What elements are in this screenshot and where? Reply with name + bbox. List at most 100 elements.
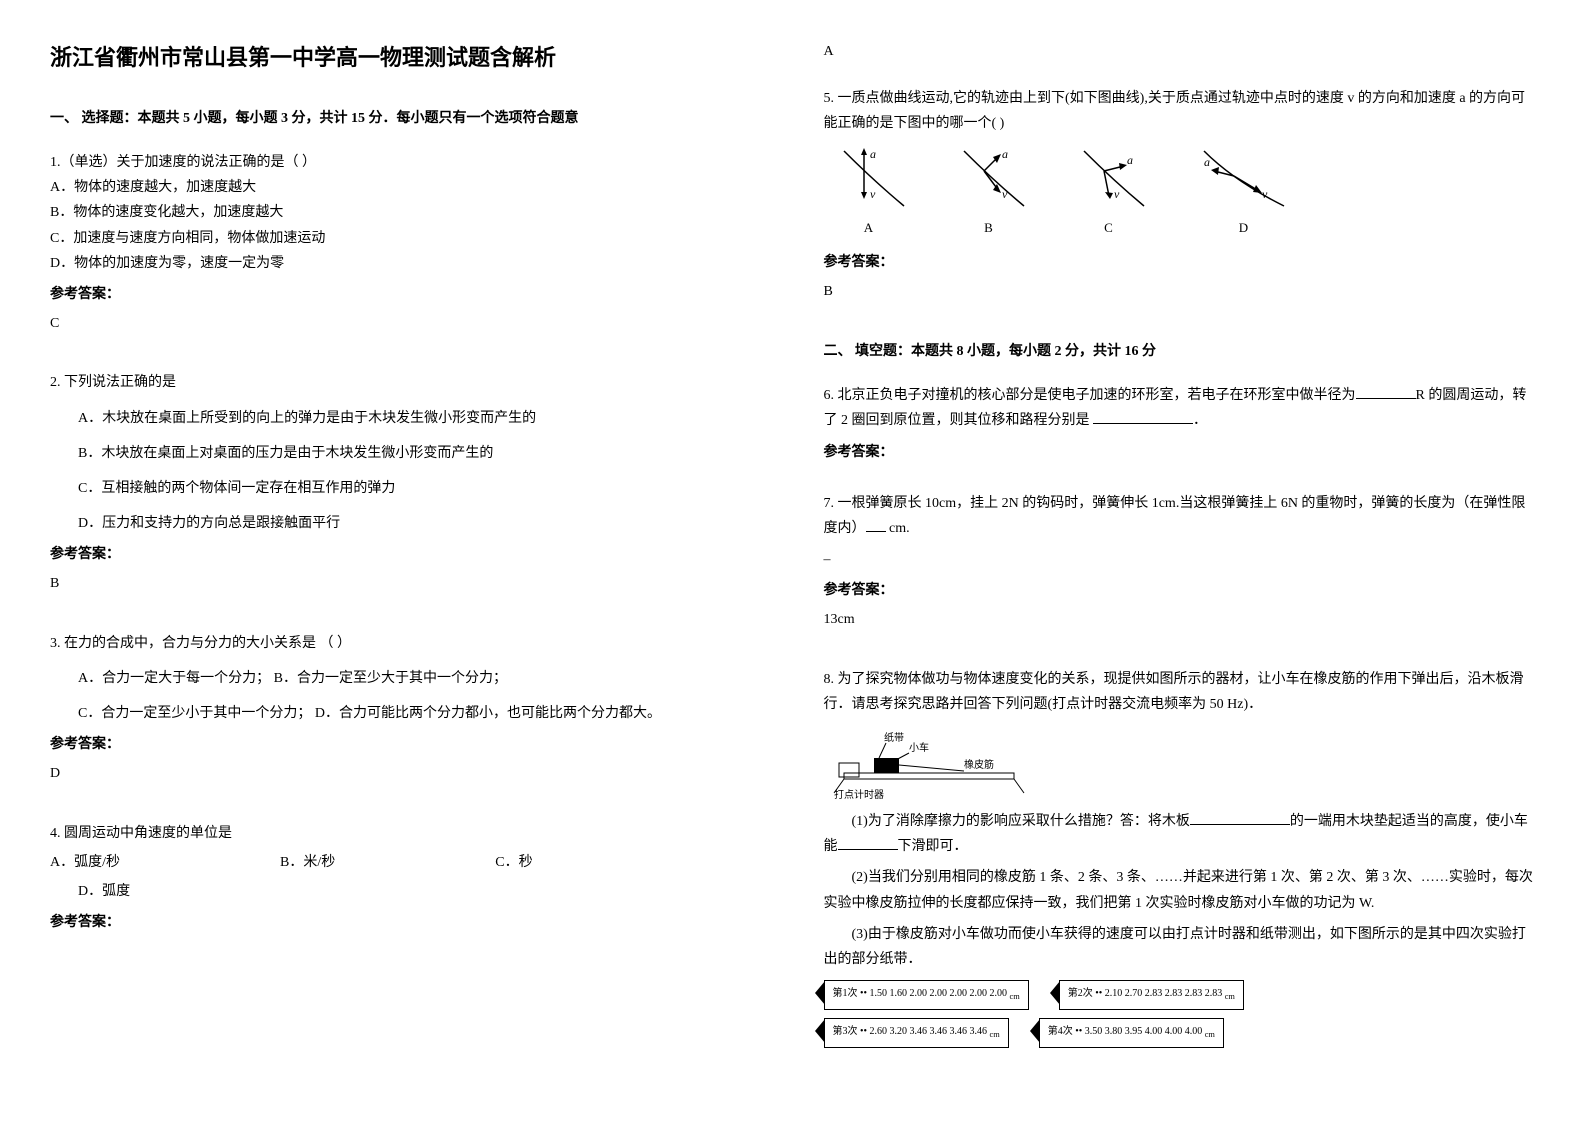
q7-text1: 7. 一根弹簧原长 10cm，挂上 2N 的钩码时，弹簧伸长 1cm.当这根弹簧… [824, 496, 1526, 536]
question-7: 7. 一根弹簧原长 10cm，挂上 2N 的钩码时，弹簧伸长 1cm.当这根弹簧… [824, 491, 1538, 641]
tape4-label: 第4次 [1048, 1026, 1073, 1037]
q5-diagram-c: a v C [1064, 146, 1154, 239]
q6-blank1 [1356, 385, 1416, 399]
q8-p1c: 下滑即可． [898, 839, 968, 854]
label-tape: 纸带 [884, 731, 904, 744]
question-8: 8. 为了探究物体做功与物体速度变化的关系，现提供如图所示的器材，让小车在橡皮筋… [824, 667, 1538, 1056]
section-2-header: 二、 填空题：本题共 8 小题，每小题 2 分，共计 16 分 [824, 340, 1538, 360]
page-title: 浙江省衢州市常山县第一中学高一物理测试题含解析 [50, 40, 764, 72]
q6-text1: 6. 北京正负电子对撞机的核心部分是使电子加速的环形室，若电子在环形室中做半径为 [824, 388, 1356, 403]
q1-answer-label: 参考答案： [50, 282, 764, 307]
q5-diagram-row: a v A a v B a [824, 146, 1538, 239]
svg-text:a: a [1127, 153, 1133, 167]
tape2-vals: 2.10 2.70 2.83 2.83 2.83 2.83 [1105, 988, 1223, 999]
q6-text3: ． [1193, 413, 1207, 428]
q2-stem: 2. 下列说法正确的是 [50, 370, 764, 395]
tape3-unit: cm [990, 1030, 1000, 1039]
svg-text:a: a [1002, 147, 1008, 161]
tape4-vals: 3.50 3.80 3.95 4.00 4.00 4.00 [1085, 1026, 1203, 1037]
q8-stem: 8. 为了探究物体做功与物体速度变化的关系，现提供如图所示的器材，让小车在橡皮筋… [824, 667, 1538, 717]
q7-answer: 13cm [824, 607, 1538, 632]
tape-2: 第2次 •• 2.10 2.70 2.83 2.83 2.83 2.83 cm [1059, 980, 1244, 1010]
q1-stem: 1.（单选）关于加速度的说法正确的是（ ） [50, 150, 764, 175]
tape1-unit: cm [1010, 992, 1020, 1001]
q4-answer: A [824, 44, 1538, 60]
q8-p1a: (1)为了消除摩擦力的影响应采取什么措施？答：将木板 [852, 814, 1190, 829]
q5-answer-label: 参考答案： [824, 250, 1538, 275]
q2-opt-b: B．木块放在桌面上对桌面的压力是由于木块发生微小形变而产生的 [50, 441, 764, 466]
q5-diagram-d: a v D [1184, 146, 1304, 239]
svg-text:a: a [870, 147, 876, 161]
q7-blank [866, 518, 886, 532]
q4-options-row1: A．弧度/秒 B．米/秒 C．秒 [50, 850, 764, 875]
label-car: 小车 [909, 741, 929, 754]
q2-opt-a: A．木块放在桌面上所受到的向上的弹力是由于木块发生微小形变而产生的 [50, 406, 764, 431]
q8-p1-blank2 [838, 836, 898, 850]
q5-label-c: C [1064, 216, 1154, 239]
q2-opt-c: C．互相接触的两个物体间一定存在相互作用的弹力 [50, 476, 764, 501]
q6-answer-label: 参考答案： [824, 440, 1538, 465]
tape1-label: 第1次 [833, 988, 858, 999]
q1-opt-b: B．物体的速度变化越大，加速度越大 [50, 200, 764, 225]
q5-answer: B [824, 279, 1538, 304]
q4-opt-b: B．米/秒 [280, 850, 335, 875]
tape2-unit: cm [1225, 992, 1235, 1001]
q5-label-b: B [944, 216, 1034, 239]
q7-dash: – [824, 547, 1538, 572]
q1-opt-c: C．加速度与速度方向相同，物体做加速运动 [50, 226, 764, 251]
q5-label-a: A [824, 216, 914, 239]
q3-opt-ab: A．合力一定大于每一个分力； B．合力一定至少大于其中一个分力； [50, 666, 764, 691]
q2-answer: B [50, 571, 764, 596]
tape-row-2: 第3次 •• 2.60 3.20 3.46 3.46 3.46 3.46 cm … [824, 1018, 1538, 1048]
q8-p2: (2)当我们分别用相同的橡皮筋 1 条、2 条、3 条、……并起来进行第 1 次… [824, 865, 1538, 915]
tape-4: 第4次 •• 3.50 3.80 3.95 4.00 4.00 4.00 cm [1039, 1018, 1224, 1048]
question-5: 5. 一质点做曲线运动,它的轨迹由上到下(如下图曲线),关于质点通过轨迹中点时的… [824, 86, 1538, 312]
q5-diagram-b: a v B [944, 146, 1034, 239]
q1-opt-d: D．物体的加速度为零，速度一定为零 [50, 251, 764, 276]
tape4-unit: cm [1205, 1030, 1215, 1039]
tape-row-1: 第1次 •• 1.50 1.60 2.00 2.00 2.00 2.00 2.0… [824, 980, 1538, 1010]
question-1: 1.（单选）关于加速度的说法正确的是（ ） A．物体的速度越大，加速度越大 B．… [50, 150, 764, 344]
svg-text:v: v [1262, 187, 1268, 201]
q2-answer-label: 参考答案： [50, 542, 764, 567]
q7-answer-label: 参考答案： [824, 578, 1538, 603]
q7-text2: cm. [886, 521, 910, 536]
tape3-vals: 2.60 3.20 3.46 3.46 3.46 3.46 [870, 1026, 988, 1037]
q3-opt-cd: C．合力一定至少小于其中一个分力； D．合力可能比两个分力都小，也可能比两个分力… [50, 701, 764, 726]
q3-stem: 3. 在力的合成中，合力与分力的大小关系是 （ ） [50, 631, 764, 656]
q1-opt-a: A．物体的速度越大，加速度越大 [50, 175, 764, 200]
svg-text:v: v [1114, 187, 1120, 201]
q1-answer: C [50, 311, 764, 336]
q8-p1: (1)为了消除摩擦力的影响应采取什么措施？答：将木板的一端用木块垫起适当的高度，… [824, 809, 1538, 859]
tape2-label: 第2次 [1068, 988, 1093, 999]
left-column: 浙江省衢州市常山县第一中学高一物理测试题含解析 一、 选择题：本题共 5 小题，… [50, 40, 764, 1082]
svg-text:v: v [1002, 187, 1008, 201]
question-3: 3. 在力的合成中，合力与分力的大小关系是 （ ） A．合力一定大于每一个分力；… [50, 631, 764, 795]
trajectory-d-icon: a v [1184, 146, 1304, 216]
q8-p1-blank1 [1190, 811, 1290, 825]
q4-opt-d: D．弧度 [50, 879, 764, 904]
q8-experiment-diagram: 纸带 小车 橡皮筋 打点计时器 [824, 723, 1538, 803]
q3-answer: D [50, 761, 764, 786]
trajectory-b-icon: a v [944, 146, 1034, 216]
svg-text:v: v [870, 187, 876, 201]
q4-stem: 4. 圆周运动中角速度的单位是 [50, 821, 764, 846]
q3-answer-label: 参考答案： [50, 732, 764, 757]
q4-opt-a: A．弧度/秒 [50, 850, 120, 875]
q5-diagram-a: a v A [824, 146, 914, 239]
experiment-setup-icon: 纸带 小车 橡皮筋 打点计时器 [824, 723, 1044, 803]
question-6: 6. 北京正负电子对撞机的核心部分是使电子加速的环形室，若电子在环形室中做半径为… [824, 383, 1538, 465]
label-rubber: 橡皮筋 [964, 758, 994, 771]
tape3-label: 第3次 [833, 1026, 858, 1037]
right-column: A 5. 一质点做曲线运动,它的轨迹由上到下(如下图曲线),关于质点通过轨迹中点… [824, 40, 1538, 1082]
tape-3: 第3次 •• 2.60 3.20 3.46 3.46 3.46 3.46 cm [824, 1018, 1009, 1048]
trajectory-a-icon: a v [824, 146, 914, 216]
q5-stem: 5. 一质点做曲线运动,它的轨迹由上到下(如下图曲线),关于质点通过轨迹中点时的… [824, 86, 1538, 136]
q5-label-d: D [1184, 216, 1304, 239]
q4-answer-label: 参考答案： [50, 910, 764, 935]
tape1-vals: 1.50 1.60 2.00 2.00 2.00 2.00 2.00 [870, 988, 1008, 999]
question-2: 2. 下列说法正确的是 A．木块放在桌面上所受到的向上的弹力是由于木块发生微小形… [50, 370, 764, 604]
q4-opt-c: C．秒 [495, 850, 532, 875]
section-1-header: 一、 选择题：本题共 5 小题，每小题 3 分，共计 15 分．每小题只有一个选… [50, 107, 764, 127]
q2-opt-d: D．压力和支持力的方向总是跟接触面平行 [50, 511, 764, 536]
